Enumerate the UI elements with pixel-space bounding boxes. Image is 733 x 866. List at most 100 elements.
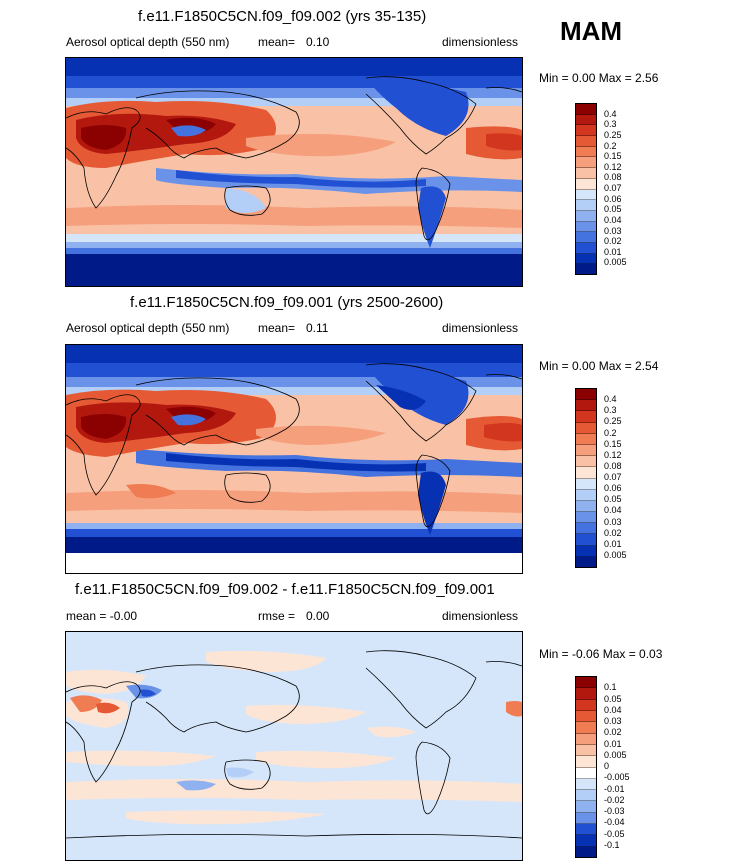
panel-2-colorbar-label: 0.005	[604, 549, 627, 560]
panel-1-units: dimensionless	[442, 35, 519, 49]
season-label: MAM	[560, 16, 623, 46]
panel-3-title: f.e11.F1850C5CN.f09_f09.002 - f.e11.F185…	[75, 581, 495, 598]
panel-3-colorbar-cell	[576, 801, 596, 813]
panel-2-map	[65, 344, 523, 574]
panel-2-colorbar-cell	[576, 467, 596, 479]
panel-1-colorbar-label: 0.06	[604, 193, 622, 204]
panel-2-colorbar-cell	[576, 489, 596, 501]
panel-2-colorbar-cell	[576, 389, 596, 401]
panel-2-colorbar-label: 0.3	[604, 405, 617, 416]
panel-1-colorbar-label: 0.02	[604, 236, 622, 247]
panel-2-colorbar-cell	[576, 500, 596, 513]
panel-1-colorbar-cell	[576, 210, 596, 222]
panel-3-colorbar-cell	[576, 812, 596, 825]
panel-1-colorbar-label: 0.08	[604, 172, 622, 183]
panel-1-colorbar-label: 0.4	[604, 108, 617, 119]
panel-2-colorbar-cell	[576, 444, 596, 457]
panel-2-colorbar	[575, 388, 597, 568]
panel-2-colorbar-cell	[576, 534, 596, 546]
panel-2-mean-label: mean=	[258, 321, 296, 335]
panel-3-minmax: Min = -0.06 Max = 0.03	[539, 647, 663, 661]
panel-3-rmse-value: 0.00	[306, 609, 330, 623]
panel-1-colorbar-cell	[576, 157, 596, 169]
panel-3-units: dimensionless	[442, 609, 519, 623]
panel-2-colorbar-cell	[576, 456, 596, 468]
panel-1-colorbar-label: 0.15	[604, 151, 622, 162]
panel-3-colorbar-label: -0.03	[604, 806, 625, 816]
panel-1-colorbar-labels: 0.4 0.3 0.25 0.2 0.15 0.12 0.08 0.07 0.0…	[604, 103, 644, 273]
panel-2-colorbar-label: 0.15	[604, 438, 622, 449]
panel-3-colorbar-label: 0.05	[604, 693, 622, 704]
panel-3-map-field	[66, 632, 522, 860]
panel-3-colorbar-label: 0.03	[604, 716, 622, 726]
panel-3-colorbar-cell	[576, 722, 596, 734]
panel-3-colorbar-label: -0.1	[604, 839, 620, 850]
panel-3-colorbar-cell	[576, 824, 596, 836]
panel-2-colorbar-cell	[576, 433, 596, 445]
panel-1-colorbar-cell	[576, 168, 596, 179]
panel-3-colorbar-cell	[576, 710, 596, 723]
panel-1-colorbar-cell	[576, 104, 596, 115]
panel-2-colorbar-label: 0.25	[604, 416, 622, 427]
panel-1-colorbar-cell	[576, 189, 596, 201]
panel-2-colorbar-label: 0.03	[604, 516, 622, 527]
panel-1-minmax: Min = 0.00 Max = 2.56	[539, 71, 659, 85]
panel-3-colorbar-cell	[576, 835, 596, 847]
panel-2-mean-value: 0.11	[306, 321, 329, 335]
panel-2-colorbar-label: 0.01	[604, 538, 622, 549]
panel-3-map	[65, 631, 523, 861]
panel-1-mean-label: mean=	[258, 35, 296, 49]
panel-1-title: f.e11.F1850C5CN.f09_f09.002 (yrs 35-135)	[138, 8, 427, 25]
panel-3-colorbar-cell	[576, 677, 596, 689]
panel-1-colorbar-label: 0.04	[604, 214, 622, 225]
panel-1-colorbar-cell	[576, 136, 596, 147]
panel-2-colorbar-cell	[576, 422, 596, 434]
panel-3-colorbar-label: 0.02	[604, 727, 622, 738]
panel-2-colorbar-cell	[576, 556, 596, 567]
panel-3-colorbar-cell	[576, 846, 596, 857]
panel-1-colorbar-label: 0.05	[604, 204, 622, 215]
panel-2-colorbar-cell	[576, 512, 596, 524]
panel-2-units: dimensionless	[442, 321, 519, 335]
panel-1-colorbar-cell	[576, 264, 596, 274]
panel-1-mean-value: 0.10	[306, 35, 330, 49]
panel-3-colorbar-label: -0.005	[604, 772, 630, 783]
panel-1-colorbar-label: 0.005	[604, 257, 627, 268]
panel-1-colorbar-cell	[576, 242, 596, 254]
panel-1-colorbar	[575, 103, 597, 275]
panel-2-colorbar-labels: 0.4 0.3 0.25 0.2 0.15 0.12 0.08 0.07 0.0…	[604, 388, 644, 566]
panel-3-colorbar-cell	[576, 744, 596, 757]
panel-2-colorbar-label: 0.04	[604, 505, 622, 516]
panel-1-colorbar-cell	[576, 200, 596, 211]
panel-3-colorbar-label: 0	[604, 761, 610, 771]
panel-2-colorbar-label: 0.2	[604, 427, 617, 438]
panel-2-colorbar-cell	[576, 478, 596, 490]
panel-3-colorbar-label: 0.1	[604, 682, 617, 693]
panel-2-colorbar-label: 0.02	[604, 527, 622, 538]
panel-3-colorbar-label: 0.04	[604, 704, 622, 715]
panel-2-colorbar-label: 0.4	[604, 394, 617, 405]
panel-1-colorbar-label: 0.25	[604, 129, 622, 140]
panel-1-colorbar-cell	[576, 232, 596, 243]
panel-3-colorbar-cell	[576, 767, 596, 779]
panel-3-colorbar-labels: 0.1 0.05 0.04 0.03 0.02 0.01 0.005 0 -0.…	[604, 676, 648, 856]
panel-3-colorbar-cell	[576, 778, 596, 791]
panel-2-colorbar-cell	[576, 545, 596, 557]
panel-1-colorbar-cell	[576, 221, 596, 233]
panel-3-colorbar-label: -0.02	[604, 794, 625, 805]
panel-2-colorbar-label: 0.07	[604, 472, 622, 482]
panel-2-title: f.e11.F1850C5CN.f09_f09.001 (yrs 2500-26…	[130, 294, 444, 311]
panel-1-colorbar-cell	[576, 125, 596, 137]
panel-2-variable-label: Aerosol optical depth (550 nm)	[66, 321, 230, 335]
panel-2-minmax: Min = 0.00 Max = 2.54	[539, 359, 659, 373]
panel-2-map-field	[66, 345, 522, 573]
panel-3-colorbar-label: 0.005	[604, 749, 627, 760]
panel-1-colorbar-label: 0.3	[604, 119, 617, 130]
panel-3-colorbar-label: -0.04	[604, 817, 625, 828]
panel-2-colorbar-cell	[576, 411, 596, 423]
panel-1-colorbar-label: 0.12	[604, 161, 622, 172]
panel-3-rmse-label: rmse =	[258, 609, 296, 623]
panel-2-colorbar-label: 0.12	[604, 449, 622, 460]
panel-3-colorbar-cell	[576, 699, 596, 711]
panel-3-colorbar-label: 0.01	[604, 738, 622, 749]
